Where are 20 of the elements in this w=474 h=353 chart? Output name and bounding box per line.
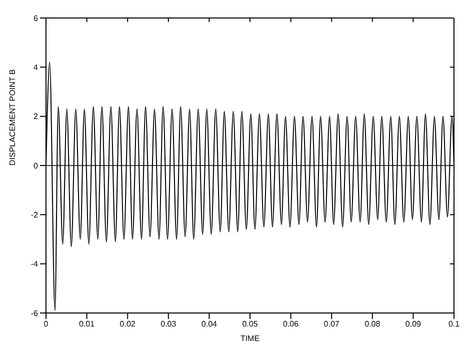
x-axis-title: TIME — [240, 334, 260, 343]
y-tick-label: -6 — [30, 308, 39, 318]
y-tick-label: -4 — [30, 260, 39, 269]
y-tick-label: -2 — [30, 210, 39, 220]
y-tick-label: 6 — [34, 14, 39, 23]
x-tick-label: 0.08 — [364, 320, 381, 329]
y-axis-title: DISPLACEMENT POINT B — [8, 69, 17, 166]
x-tick-label: 0.1 — [448, 320, 460, 329]
y-tick-label: 4 — [34, 63, 39, 72]
y-tick-label: 0 — [34, 161, 39, 170]
x-tick-label: 0.01 — [79, 320, 96, 329]
x-tick-label: 0 — [44, 320, 49, 329]
x-tick-label: 0.03 — [160, 320, 177, 329]
x-tick-label: 0.04 — [201, 320, 218, 329]
x-tick-label: 0.06 — [283, 320, 300, 329]
x-tick-label: 0.02 — [120, 320, 136, 329]
x-tick-label: 0.07 — [324, 320, 340, 329]
x-tick-label: 0.09 — [405, 320, 422, 329]
x-tick-label: 0.05 — [242, 320, 258, 329]
y-tick-label: 2 — [34, 112, 39, 122]
